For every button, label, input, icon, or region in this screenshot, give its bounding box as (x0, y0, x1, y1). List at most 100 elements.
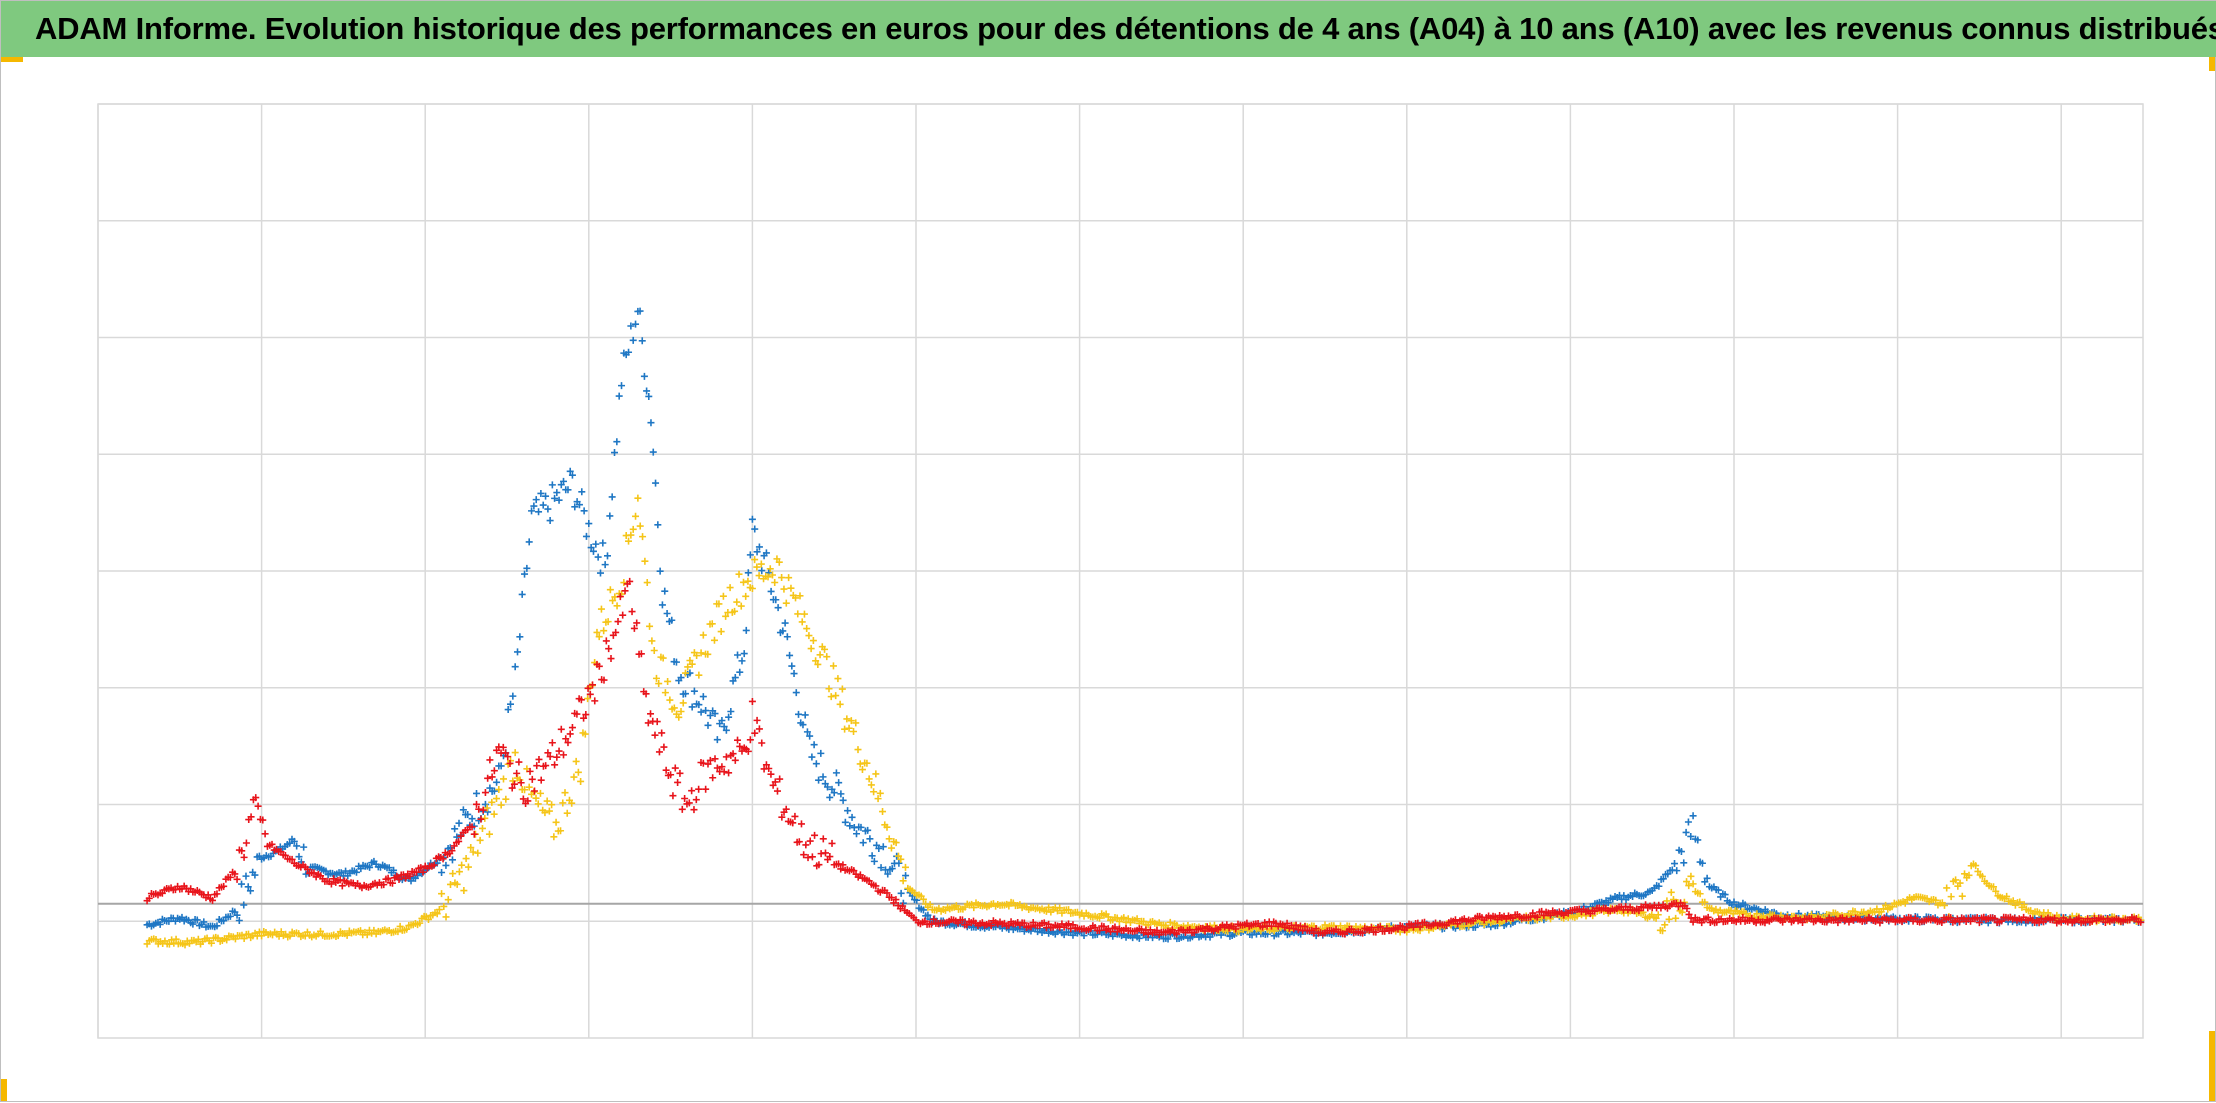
data-point (226, 912, 234, 920)
data-point (839, 796, 847, 804)
data-point (753, 563, 761, 571)
data-point (924, 911, 932, 919)
data-point (493, 778, 501, 786)
data-point (2035, 919, 2043, 927)
data-point (509, 692, 517, 700)
data-point (550, 833, 558, 841)
data-point (517, 779, 525, 787)
data-point (592, 540, 600, 548)
data-point (1045, 903, 1053, 911)
data-point (1901, 899, 1909, 907)
data-point (145, 894, 153, 902)
data-point (1359, 929, 1367, 937)
data-point (394, 928, 402, 936)
data-point (858, 766, 866, 774)
data-point (338, 882, 346, 890)
data-point (484, 774, 492, 782)
data-point (268, 840, 276, 848)
data-point (919, 895, 927, 903)
data-point (734, 651, 742, 659)
data-point (640, 372, 648, 380)
data-point (688, 703, 696, 711)
data-point (486, 756, 494, 764)
data-point (532, 794, 540, 802)
data-point (327, 880, 335, 888)
data-point (706, 711, 714, 719)
data-point (720, 723, 728, 731)
data-point (919, 906, 927, 914)
data-point (780, 585, 788, 593)
data-point (1471, 923, 1479, 931)
data-point (748, 697, 756, 705)
data-point (765, 765, 773, 772)
data-point (767, 770, 775, 778)
data-point (1956, 879, 1964, 887)
data-point (718, 763, 726, 771)
data-point (580, 507, 588, 515)
data-point (774, 604, 782, 612)
data-point (685, 799, 693, 807)
data-point (585, 520, 593, 528)
data-point (859, 839, 867, 847)
data-point (528, 775, 536, 783)
data-point (1659, 927, 1667, 935)
data-point (1687, 832, 1695, 840)
data-point (277, 928, 285, 936)
data-point (867, 781, 875, 789)
data-point (181, 941, 189, 949)
data-point (1403, 924, 1411, 932)
data-point (800, 851, 808, 859)
data-point (546, 517, 554, 525)
data-point (474, 849, 482, 857)
data-point (235, 917, 243, 925)
data-point (1111, 923, 1119, 931)
data-point (887, 844, 895, 852)
data-point (778, 813, 786, 821)
data-point (815, 861, 823, 869)
data-point (746, 736, 754, 744)
data-point (824, 783, 832, 791)
data-point (1689, 880, 1697, 888)
data-point (887, 894, 895, 902)
data-point (1698, 859, 1706, 867)
data-point (419, 868, 427, 876)
data-point (557, 827, 565, 835)
data-point (526, 767, 534, 775)
data-point (233, 911, 241, 919)
data-point (1671, 860, 1679, 868)
data-point (958, 916, 966, 924)
data-point (648, 637, 656, 645)
data-point (852, 719, 860, 727)
data-point (286, 932, 294, 940)
data-point (720, 768, 728, 776)
data-point (838, 685, 846, 693)
data-point (448, 856, 456, 864)
data-point (516, 633, 524, 641)
data-point (575, 501, 583, 509)
data-point (568, 799, 576, 807)
data-point (560, 477, 568, 485)
data-point (899, 902, 907, 910)
data-point (897, 855, 905, 863)
data-point (1281, 923, 1289, 931)
data-point (468, 815, 476, 823)
data-point (762, 549, 770, 557)
data-point (1259, 923, 1267, 931)
data-point (2051, 914, 2059, 922)
data-point (727, 708, 735, 716)
data-point (1312, 925, 1320, 933)
data-point (542, 492, 550, 500)
data-point (874, 795, 882, 803)
data-point (794, 610, 802, 618)
data-point (660, 743, 668, 751)
data-point (1027, 923, 1035, 931)
data-point (1667, 888, 1675, 896)
data-point (464, 863, 472, 871)
data-point (342, 867, 350, 875)
data-point (200, 918, 208, 926)
data-point (1683, 904, 1691, 912)
data-point (802, 841, 810, 849)
data-point (870, 788, 878, 796)
data-point (652, 674, 660, 682)
data-point (779, 627, 787, 635)
